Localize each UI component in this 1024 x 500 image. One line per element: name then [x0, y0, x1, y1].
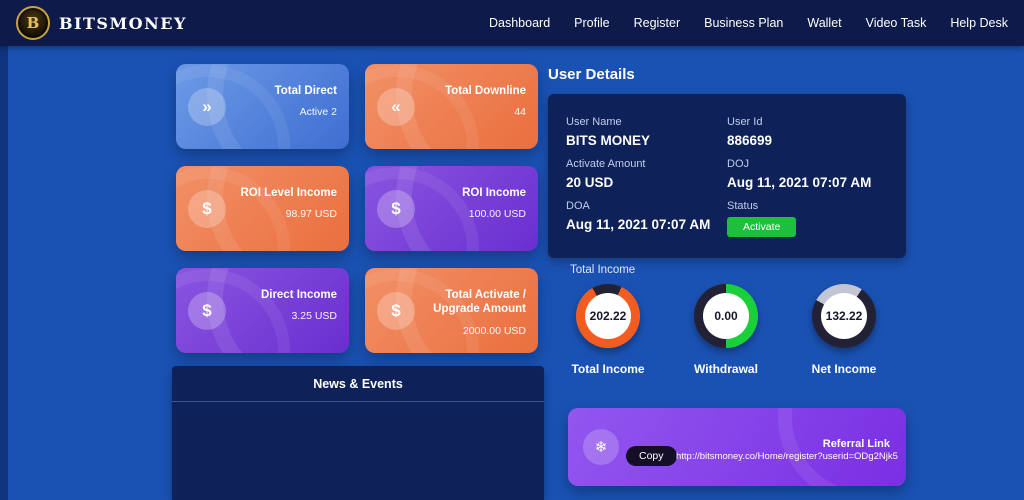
dollar-icon: $ — [377, 291, 415, 330]
field-user-name: User Name BITS MONEY — [566, 106, 727, 148]
nav-item-help-desk[interactable]: Help Desk — [950, 16, 1008, 30]
gauge-net-income: 132.22 Net Income — [792, 284, 896, 376]
card-title: ROI Income — [462, 187, 526, 199]
nav-item-dashboard[interactable]: Dashboard — [489, 16, 551, 30]
field-label: User Id — [727, 116, 763, 128]
field-user-id: User Id 886699 — [727, 106, 888, 148]
news-events-title: News & Events — [172, 366, 544, 402]
income-gauges: 202.22 Total Income 0.00 Withdrawal 132.… — [556, 284, 896, 376]
referral-link-panel: ❄ Copy http://bitsmoney.co/Home/register… — [568, 408, 906, 486]
brand-name: BITSMONEY — [59, 13, 187, 33]
double-chevron-left-icon: « — [377, 87, 415, 126]
dollar-icon: $ — [377, 189, 415, 228]
nav-item-wallet[interactable]: Wallet — [807, 16, 842, 30]
field-activate-amount: Activate Amount 20 USD — [566, 148, 727, 190]
card-value: 98.97 USD — [285, 208, 337, 221]
copy-referral-button[interactable]: Copy — [626, 446, 677, 466]
field-doa: DOA Aug 11, 2021 07:07 AM — [566, 190, 727, 237]
card-title: Total Activate / Upgrade Amount — [433, 289, 526, 316]
nav-item-video-task[interactable]: Video Task — [865, 16, 927, 30]
gauge-label: Total Income — [571, 362, 645, 376]
stat-cards-grid: » Total Direct Active 2 « Total Downline… — [176, 64, 538, 353]
field-doj: DOJ Aug 11, 2021 07:07 AM — [727, 148, 888, 190]
gauge-label: Net Income — [811, 362, 877, 376]
field-status: Status Activate — [727, 190, 888, 237]
dollar-icon: $ — [188, 291, 226, 330]
user-details-panel: User Name BITS MONEY User Id 886699 Acti… — [548, 94, 906, 258]
gauge-withdrawal: 0.00 Withdrawal — [674, 284, 778, 376]
field-label: Activate Amount — [566, 158, 646, 170]
card-roi-income: $ ROI Income 100.00 USD — [365, 166, 538, 251]
card-title: ROI Level Income — [240, 187, 337, 199]
nav-menu: Dashboard Profile Register Business Plan… — [489, 16, 1008, 30]
card-total-downline: « Total Downline 44 — [365, 64, 538, 149]
card-value: 3.25 USD — [291, 310, 337, 323]
nav-item-profile[interactable]: Profile — [574, 16, 610, 30]
card-value: 100.00 USD — [468, 208, 526, 221]
double-chevron-right-icon: » — [188, 87, 226, 126]
field-value: Aug 11, 2021 07:07 AM — [727, 175, 872, 190]
gauge-value: 132.22 — [821, 293, 867, 339]
referral-link-label: Referral Link — [822, 438, 890, 450]
gauge-ring: 202.22 — [576, 284, 640, 348]
gauge-total-income: 202.22 Total Income — [556, 284, 660, 376]
left-edge-strip — [0, 46, 8, 500]
card-title: Total Direct — [274, 85, 337, 97]
news-events-panel: News & Events — [172, 366, 544, 500]
top-navbar: B BITSMONEY Dashboard Profile Register B… — [0, 0, 1024, 46]
nav-item-register[interactable]: Register — [633, 16, 681, 30]
total-income-section-label: Total Income — [570, 264, 636, 276]
gauge-ring: 0.00 — [694, 284, 758, 348]
field-value: Aug 11, 2021 07:07 AM — [566, 217, 711, 232]
card-roi-level-income: $ ROI Level Income 98.97 USD — [176, 166, 349, 251]
nav-item-business-plan[interactable]: Business Plan — [704, 16, 784, 30]
field-value: 20 USD — [566, 175, 614, 190]
brand[interactable]: B BITSMONEY — [16, 6, 187, 40]
card-value: 2000.00 USD — [462, 324, 526, 337]
card-direct-income: $ Direct Income 3.25 USD — [176, 268, 349, 353]
snowflake-icon: ❄ — [583, 429, 619, 465]
brand-logo-icon: B — [16, 6, 50, 40]
gauge-value: 0.00 — [703, 293, 749, 339]
card-title: Total Downline — [445, 85, 526, 97]
card-value: 44 — [514, 106, 526, 119]
card-title: Direct Income — [260, 289, 337, 301]
gauge-label: Withdrawal — [694, 362, 758, 376]
activate-status-button[interactable]: Activate — [727, 217, 797, 237]
card-total-direct: » Total Direct Active 2 — [176, 64, 349, 149]
user-details-title: User Details — [548, 66, 635, 83]
field-label: Status — [727, 200, 759, 212]
card-total-activate-upgrade: $ Total Activate / Upgrade Amount 2000.0… — [365, 268, 538, 353]
gauge-ring: 132.22 — [812, 284, 876, 348]
field-value: 886699 — [727, 133, 773, 148]
field-label: DOJ — [727, 158, 749, 170]
referral-url[interactable]: http://bitsmoney.co/Home/register?userid… — [676, 451, 898, 462]
field-label: User Name — [566, 116, 622, 128]
field-value: BITS MONEY — [566, 133, 651, 148]
gauge-value: 202.22 — [585, 293, 631, 339]
card-value: Active 2 — [299, 106, 337, 119]
dollar-icon: $ — [188, 189, 226, 228]
field-label: DOA — [566, 200, 590, 212]
